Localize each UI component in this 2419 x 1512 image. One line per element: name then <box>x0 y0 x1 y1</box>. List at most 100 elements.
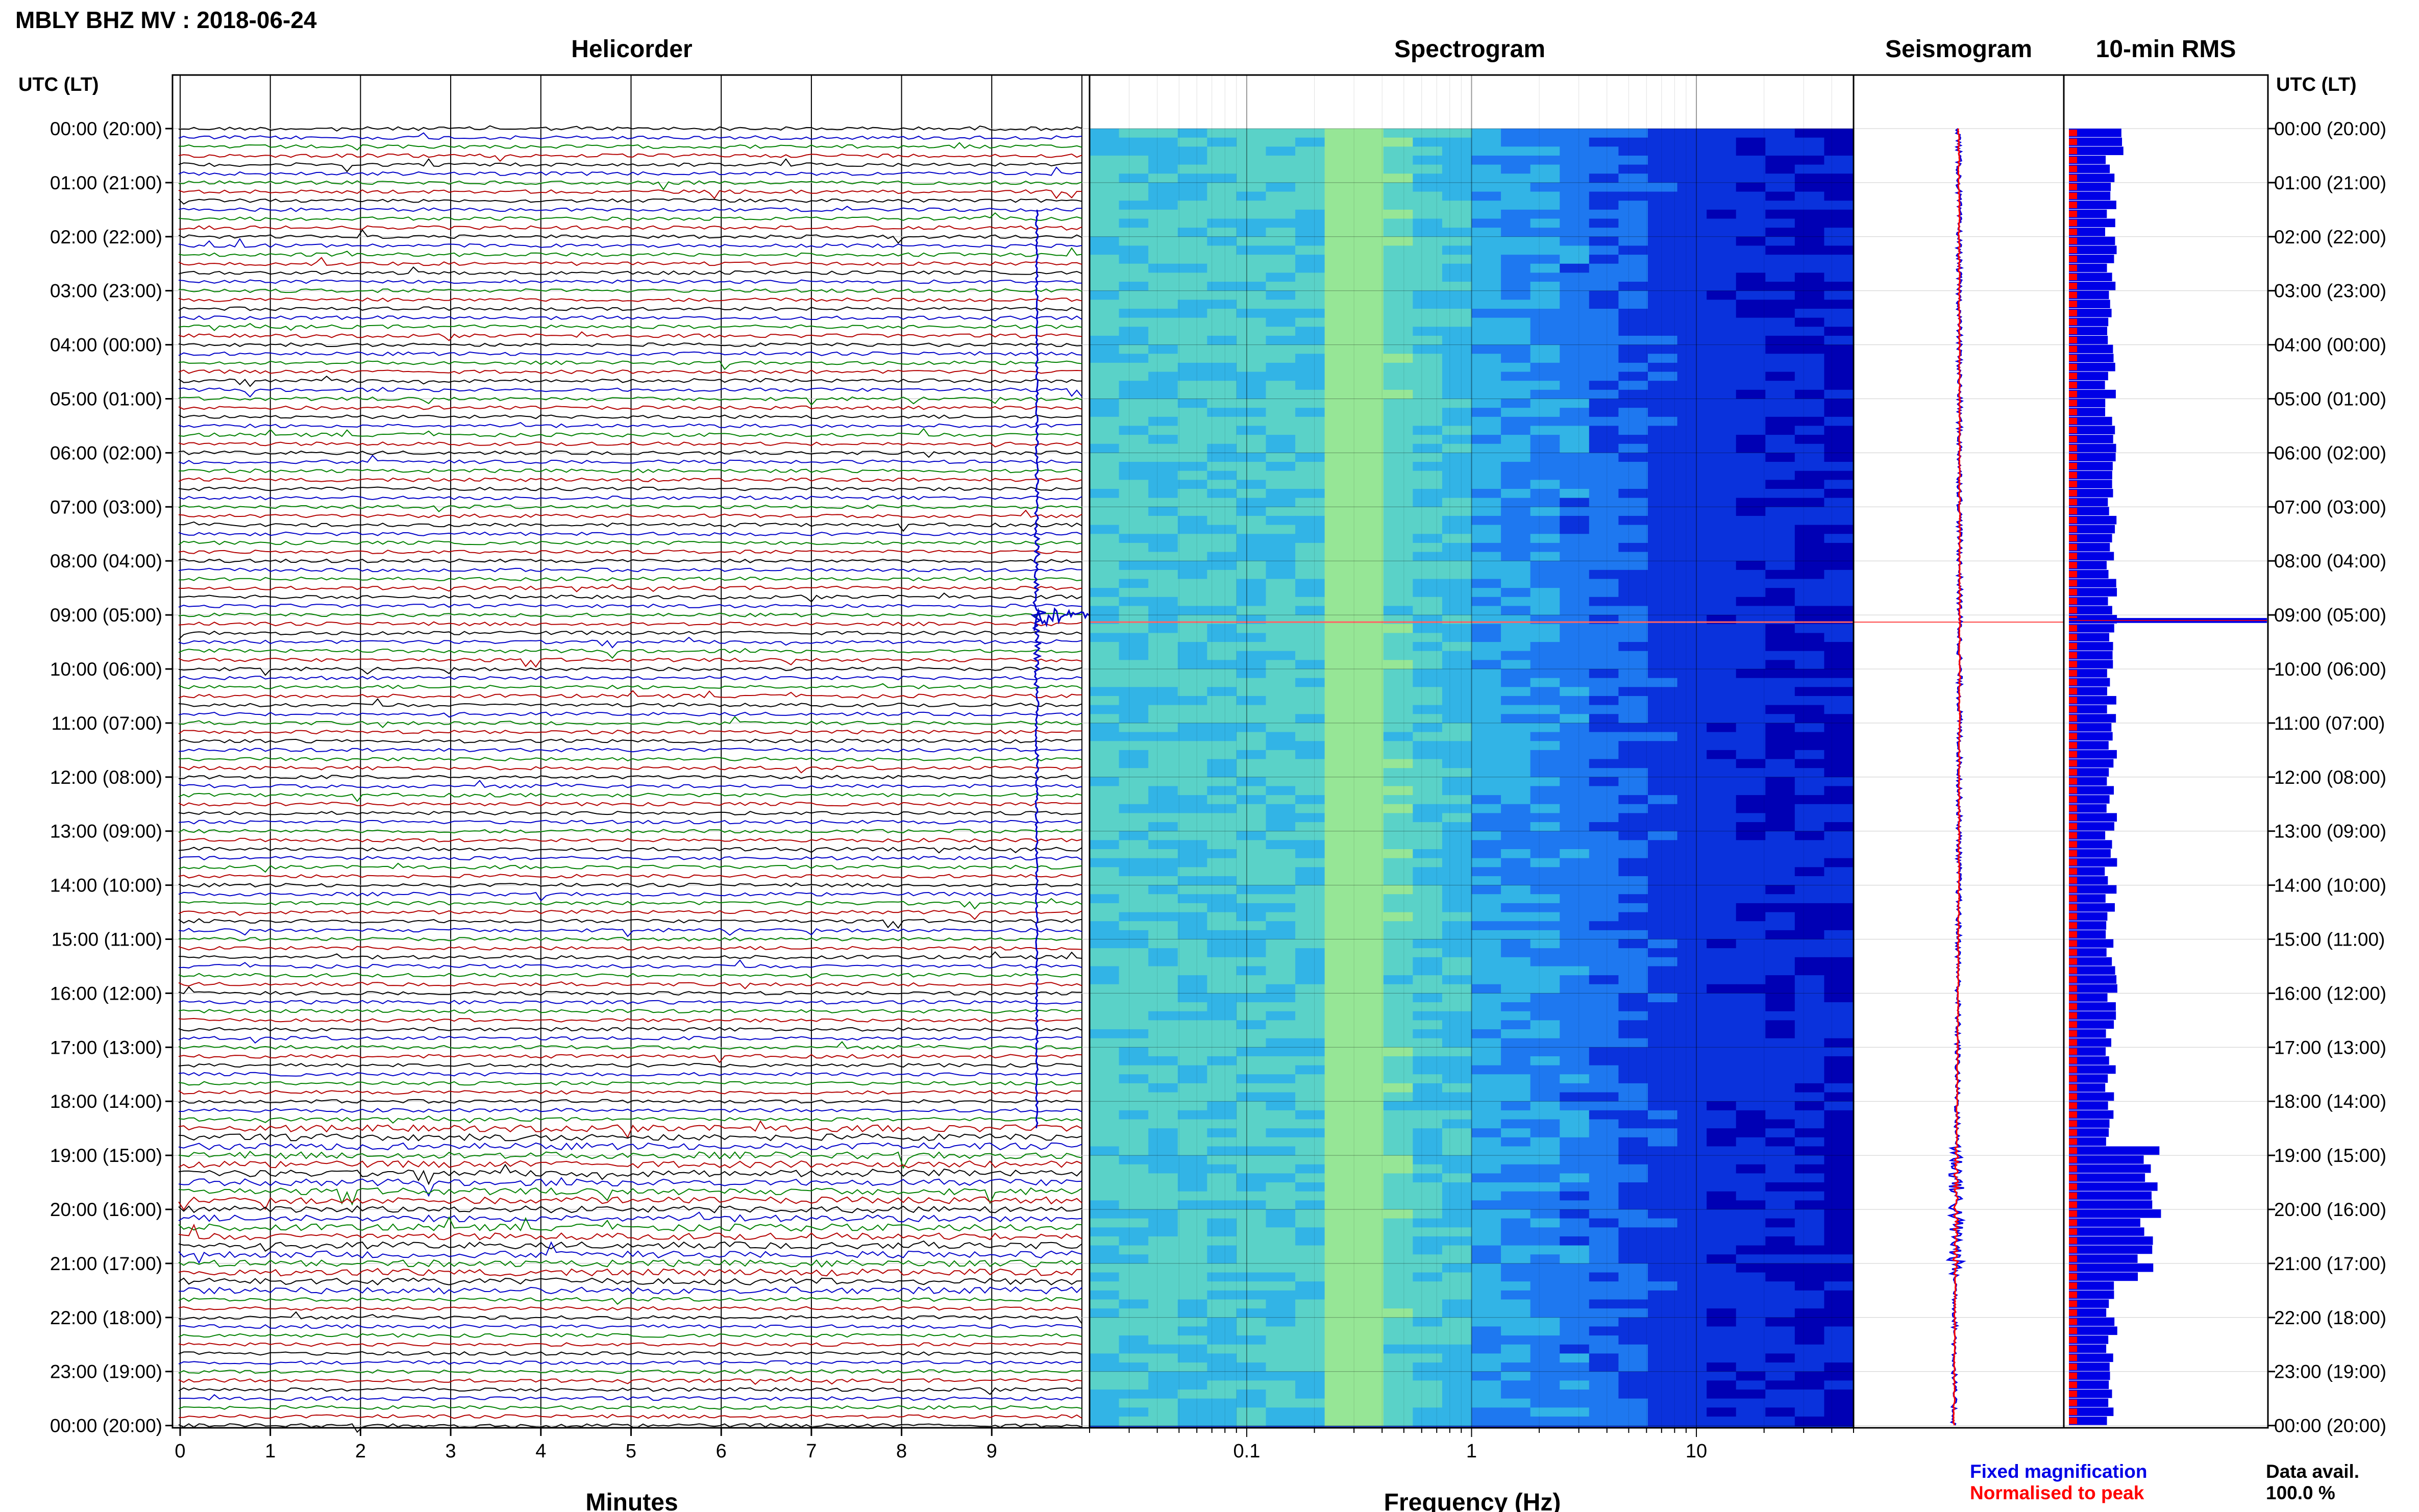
spectrogram-cell <box>1736 263 1766 274</box>
spectrogram-cell <box>1560 443 1590 454</box>
spectrogram-cell <box>1207 191 1237 202</box>
spectrogram-cell <box>1824 651 1854 661</box>
spectrogram-cell <box>1413 1083 1443 1093</box>
spectrogram-cell <box>1530 146 1561 156</box>
spectrogram-cell <box>1207 290 1237 301</box>
spectrogram-cell <box>1794 606 1825 616</box>
rms-bar-fixed <box>2069 1182 2158 1191</box>
spectrogram-cell <box>1736 1299 1766 1309</box>
spectrogram-cell <box>1736 606 1766 616</box>
spectrogram-cell <box>1413 1236 1443 1246</box>
spectrogram-cell <box>1413 1056 1443 1066</box>
spectrogram-cell <box>1794 849 1825 859</box>
spectrogram-cell <box>1471 1146 1502 1156</box>
spectrogram-cell <box>1560 245 1590 256</box>
spectrogram-cell <box>1824 1101 1854 1111</box>
spectrogram-cell <box>1148 786 1178 796</box>
time-tick-label-right: 11:00 (07:00) <box>2274 713 2385 734</box>
spectrogram-cell <box>1530 903 1561 913</box>
spectrogram-cell <box>1501 777 1531 787</box>
spectrogram-cell <box>1530 1308 1561 1318</box>
spectrogram-cell <box>1824 1263 1854 1273</box>
spectrogram-cell <box>1148 362 1178 373</box>
spectrogram-cell <box>1530 1371 1561 1381</box>
spectrogram-cell <box>1647 317 1678 328</box>
spectrogram-cell <box>1560 191 1590 202</box>
spectrogram-cell <box>1324 1020 1355 1030</box>
spectrogram-cell <box>1736 1056 1766 1066</box>
spectrogram-cell <box>1207 1065 1237 1075</box>
spectrogram-cell <box>1324 921 1355 931</box>
spectrogram-cell <box>1383 335 1414 345</box>
spectrogram-cell <box>1707 354 1737 363</box>
spectrogram-cell <box>1383 1074 1414 1084</box>
spectrogram-cell <box>1324 795 1355 805</box>
spectrogram-cell <box>1471 912 1502 922</box>
spectrogram-cell <box>1413 290 1443 301</box>
helicorder-event-coda <box>1033 607 1092 631</box>
spectrogram-cell <box>1471 813 1502 823</box>
spectrogram-cell <box>1295 317 1325 328</box>
spectrogram-cell <box>1266 552 1296 562</box>
spectrogram-cell <box>1707 416 1737 427</box>
spectrogram-cell <box>1677 975 1708 985</box>
spectrogram-cell <box>1501 371 1531 382</box>
spectrogram-cell <box>1530 354 1561 363</box>
spectrogram-cell <box>1236 1416 1267 1426</box>
spectrogram-cell <box>1295 209 1325 219</box>
spectrogram-cell <box>1794 542 1825 553</box>
spectrogram-cell <box>1560 813 1590 823</box>
helicorder-trace <box>178 266 1082 276</box>
spectrogram-cell <box>1207 498 1237 508</box>
rms-bar-fixed <box>2069 129 2121 137</box>
spectrogram-cell <box>1736 245 1766 256</box>
spectrogram-cell <box>1501 1074 1531 1084</box>
spectrogram-cell <box>1442 173 1472 183</box>
spectrogram-cell <box>1618 1119 1648 1129</box>
spectrogram-cell <box>1647 750 1678 760</box>
spectrogram-cell <box>1119 1065 1149 1075</box>
spectrogram-cell <box>1295 1191 1325 1201</box>
spectrogram-cell <box>1736 507 1766 516</box>
spectrogram-cell <box>1119 723 1149 733</box>
spectrogram-cell <box>1119 921 1149 931</box>
spectrogram-cell <box>1560 786 1590 796</box>
spectrogram-cell <box>1295 1065 1325 1075</box>
spectrogram-cell <box>1677 1362 1708 1372</box>
spectrogram-cell <box>1148 1137 1178 1147</box>
spectrogram-cell <box>1236 209 1267 219</box>
spectrogram-cell <box>1471 1344 1502 1354</box>
spectrogram-cell <box>1413 173 1443 183</box>
spectrogram-cell <box>1647 669 1678 679</box>
spectrogram-cell <box>1765 750 1795 760</box>
spectrogram-cell <box>1736 921 1766 931</box>
spectrogram-cell <box>1677 1128 1708 1138</box>
spectrogram-cell <box>1647 858 1678 868</box>
spectrogram-cell <box>1324 669 1355 679</box>
time-tick-label-left: 22:00 (18:00) <box>50 1307 162 1328</box>
spectrogram-cell <box>1148 309 1178 318</box>
helicorder-trace <box>178 1009 1082 1014</box>
spectrogram-cell <box>1618 822 1648 832</box>
spectrogram-cell <box>1442 354 1472 363</box>
spectrogram-cell <box>1677 1065 1708 1075</box>
spectrogram-cell <box>1765 948 1795 958</box>
spectrogram-cell <box>1207 561 1237 571</box>
spectrogram-cell <box>1736 1371 1766 1381</box>
rms-bar-fixed <box>2069 470 2112 480</box>
spectrogram-cell <box>1677 1281 1708 1291</box>
spectrogram-cell <box>1736 381 1766 390</box>
spectrogram-cell <box>1794 164 1825 175</box>
spectrogram-cell <box>1530 416 1561 427</box>
spectrogram-cell <box>1794 480 1825 489</box>
spectrogram-cell <box>1119 236 1149 246</box>
spectrogram-cell <box>1471 849 1502 859</box>
spectrogram-cell <box>1354 282 1384 291</box>
spectrogram-cell <box>1765 263 1795 274</box>
spectrogram-cell <box>1501 1317 1531 1327</box>
spectrogram-cell <box>1266 354 1296 363</box>
spectrogram-cell <box>1824 1092 1854 1102</box>
spectrogram-cell <box>1618 1038 1648 1048</box>
spectrogram-cell <box>1501 759 1531 769</box>
spectrogram-cell <box>1824 1110 1854 1120</box>
